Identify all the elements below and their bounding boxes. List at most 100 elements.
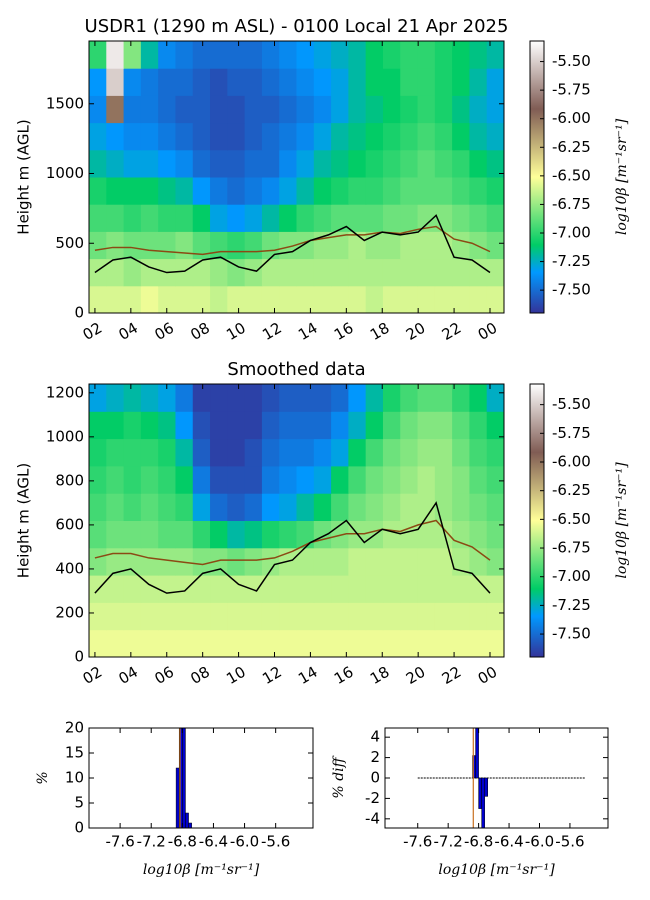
heatmap-cell [175, 285, 194, 313]
heatmap-cell [434, 68, 453, 96]
heatmap-cell [331, 41, 349, 69]
heatmap-cell [106, 438, 125, 467]
heatmap-cell [348, 149, 367, 178]
heatmap-cell [434, 438, 453, 467]
heatmap-cell [175, 384, 194, 412]
heatmap-cell [296, 575, 315, 603]
heatmap-cell [140, 384, 159, 412]
axes-frame [88, 383, 505, 658]
heatmap-cell [452, 285, 470, 313]
x-tick-label: 18 [367, 663, 393, 688]
heatmap-cell [417, 41, 436, 69]
heatmap-cell [313, 547, 332, 576]
heatmap-cell [123, 95, 142, 124]
heatmap-cell [417, 68, 436, 96]
heatmap-cell [331, 629, 349, 657]
x-tick-label: 18 [367, 319, 393, 344]
heatmap-cell [158, 285, 176, 313]
heatmap-cell [486, 68, 504, 96]
heatmap-cell [486, 411, 504, 440]
heatmap-cell [296, 493, 315, 521]
y-tick-label: 5 [74, 794, 84, 812]
bar [175, 767, 180, 828]
colorbar-tick-label: -6.25 [552, 138, 591, 156]
heatmap-cell [106, 68, 125, 96]
y-tick-label: 800 [55, 471, 84, 489]
heatmap-cell [469, 122, 488, 151]
heatmap-cell [158, 629, 176, 657]
heatmap-cell [261, 149, 280, 178]
heatmap-cell [244, 438, 263, 467]
heatmap-cell [210, 493, 228, 521]
line [94, 225, 491, 256]
heatmap-cell [175, 177, 194, 205]
heatmap-cell [417, 629, 436, 657]
heatmap-cell [123, 384, 142, 412]
x-tick-label: -6.0 [230, 833, 259, 851]
heatmap-cell [244, 465, 263, 494]
heatmap-cell [331, 411, 349, 440]
heatmap-cell [192, 629, 211, 657]
heatmap-cell [123, 411, 142, 440]
heatmap-cell [123, 177, 142, 205]
heatmap-cell [227, 231, 246, 260]
heatmap-cell [382, 493, 401, 521]
heatmap-cell [106, 602, 125, 631]
heatmap-cell [331, 68, 349, 96]
plot-area [417, 728, 586, 828]
bar [478, 777, 482, 809]
heatmap-cell [417, 575, 436, 603]
heatmap-cell [348, 493, 367, 521]
plot-area [175, 728, 192, 828]
heatmap-cell [400, 411, 419, 440]
heatmap-cell [400, 520, 419, 549]
y-tick-label: 400 [55, 559, 84, 577]
y-axis-label: % diff [331, 755, 347, 798]
heatmap-cell [210, 41, 228, 69]
heatmap-cell [227, 122, 246, 151]
heatmap-cell [89, 41, 107, 69]
heatmap-cell [261, 41, 280, 69]
heatmap-cell [210, 122, 228, 151]
x-tick-label: -5.6 [261, 833, 290, 851]
heatmap-cell [417, 493, 436, 521]
heatmap-cell [296, 41, 315, 69]
y-axis-label: Height m (AGL) [15, 119, 33, 234]
x-tick-label: -6.8 [464, 833, 493, 851]
heatmap-cell [227, 547, 246, 576]
heatmap-cell [486, 438, 504, 467]
x-tick-label: -7.2 [434, 833, 463, 851]
heatmap-cell [89, 258, 107, 287]
heatmap-cell [158, 575, 176, 603]
x-tick-label: -6.4 [199, 833, 228, 851]
heatmap-cell [227, 465, 246, 494]
heatmap-cell [279, 602, 297, 631]
heatmap-cell [348, 575, 367, 603]
colorbar-tick-label: -6.50 [552, 166, 591, 184]
heatmap-cell [123, 41, 142, 69]
heatmap-cell [365, 575, 384, 603]
heatmap-cell [331, 149, 349, 178]
heatmap-cell [313, 204, 332, 232]
heatmap-cell [123, 629, 142, 657]
chart-title: Smoothed data [227, 359, 365, 380]
heatmap-cell [313, 122, 332, 151]
heatmap-cell [123, 285, 142, 313]
heatmap-cell [175, 438, 194, 467]
y-tick-label: 1200 [46, 383, 84, 401]
bar [484, 777, 488, 797]
heatmap-cell [313, 41, 332, 69]
heatmap-cell [382, 411, 401, 440]
heatmap-cell [261, 95, 280, 124]
heatmap-cell [175, 149, 194, 178]
heatmap-cell [106, 177, 125, 205]
heatmap-cell [452, 149, 470, 178]
heatmap-cell [106, 411, 125, 440]
x-tick-label: -7.6 [105, 833, 134, 851]
heatmap-cell [175, 68, 194, 96]
heatmap-cell [89, 149, 107, 178]
heatmap-cell [89, 95, 107, 124]
heatmap-cell [452, 95, 470, 124]
heatmap-cell [452, 547, 470, 576]
